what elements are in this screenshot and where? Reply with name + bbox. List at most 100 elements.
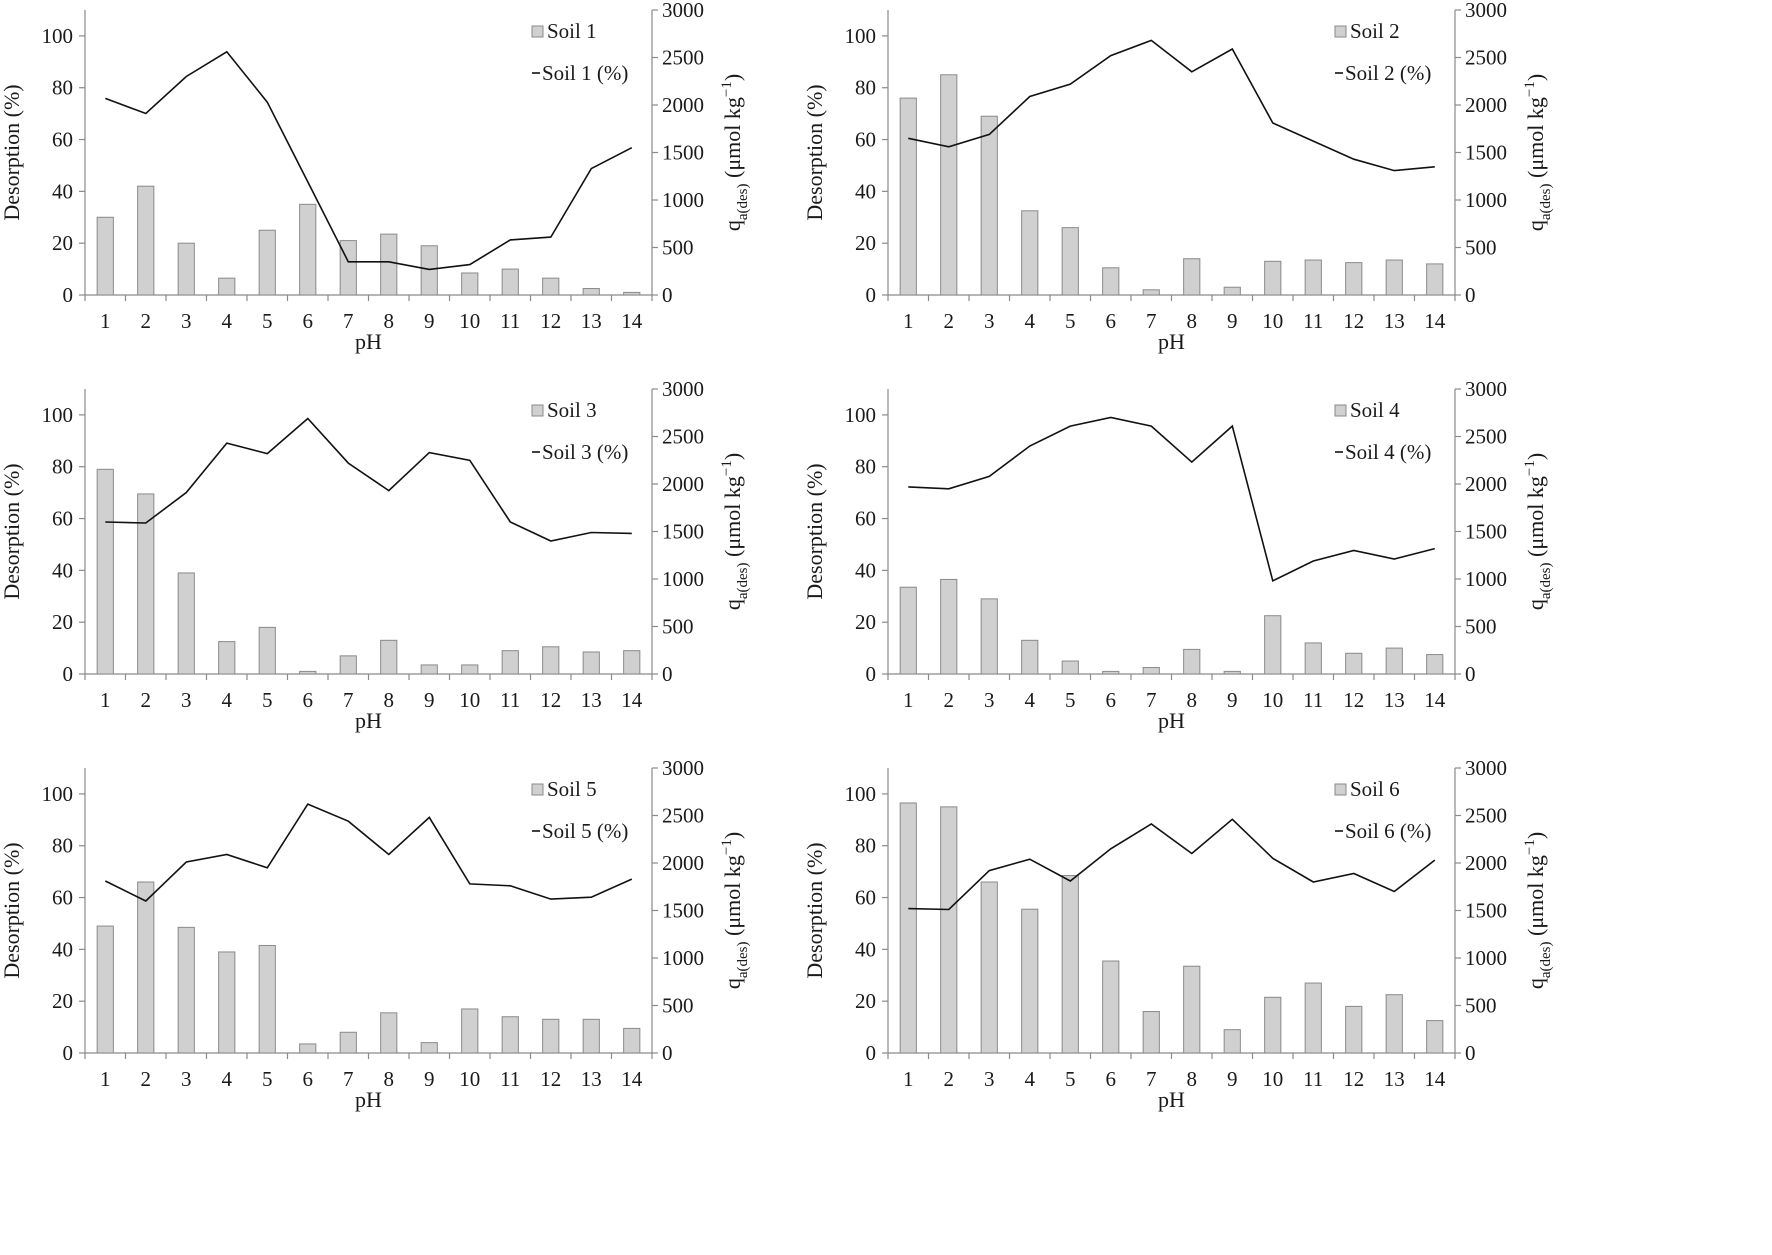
y-tick-label-left: 0 [63, 283, 74, 307]
x-tick-label: 5 [1065, 1067, 1076, 1091]
x-tick-label: 5 [1065, 309, 1076, 333]
x-tick-label: 11 [500, 309, 520, 333]
y-tick-label-right: 3000 [1465, 0, 1507, 22]
legend-line-label: Soil 6 (%) [1345, 819, 1431, 843]
x-tick-label: 2 [141, 1067, 152, 1091]
bar [137, 493, 155, 675]
y-axis-title-right: qa(des) (μmol kg−1) [719, 832, 751, 989]
bar [177, 572, 195, 675]
y-axis-title-right-sub: a(des) [1538, 563, 1554, 600]
bar [1426, 654, 1444, 675]
y-axis-title-right: qa(des) (μmol kg−1) [1522, 832, 1554, 989]
bar [137, 881, 155, 1054]
bar [1061, 227, 1079, 296]
x-tick-label: 7 [1146, 688, 1157, 712]
bar [1264, 996, 1282, 1054]
x-tick-label: 7 [343, 309, 354, 333]
y-tick-label-right: 0 [1465, 662, 1476, 686]
y-axis-title-right-unit: (μmol kg [1523, 97, 1548, 183]
y-tick-label-right: 0 [1465, 283, 1476, 307]
y-axis-title-right-sub: a(des) [1538, 184, 1554, 221]
y-tick-label-left: 40 [855, 179, 876, 203]
bar [218, 641, 236, 675]
x-tick-label: 6 [1106, 688, 1117, 712]
y-tick-label-right: 2500 [662, 804, 704, 828]
bar [218, 277, 236, 296]
bar [899, 97, 917, 296]
x-tick-label: 4 [1025, 309, 1036, 333]
bar [380, 233, 398, 296]
y-tick-label-left: 60 [52, 886, 73, 910]
bar [623, 291, 641, 296]
x-tick-label: 8 [384, 1067, 395, 1091]
bar [420, 1042, 438, 1054]
bar [1304, 982, 1322, 1054]
y-tick-label-right: 500 [662, 615, 694, 639]
bar [1183, 258, 1201, 296]
y-axis-title-right: qa(des) (μmol kg−1) [719, 74, 751, 231]
bar [542, 646, 560, 675]
bar [339, 1031, 357, 1054]
bar [623, 1027, 641, 1054]
y-tick-label-right: 3000 [1465, 756, 1507, 780]
legend-bar-swatch [531, 404, 544, 417]
x-tick-label: 9 [1227, 688, 1238, 712]
bar [218, 951, 236, 1054]
x-tick-label: 3 [181, 309, 192, 333]
x-axis-title: pH [355, 1087, 382, 1112]
x-tick-label: 14 [1424, 309, 1446, 333]
y-tick-label-left: 100 [845, 24, 877, 48]
y-axis-title-right: qa(des) (μmol kg−1) [1522, 74, 1554, 231]
legend-bar-swatch [531, 25, 544, 38]
x-axis-title: pH [1158, 1087, 1185, 1112]
legend-line-label: Soil 4 (%) [1345, 440, 1431, 464]
y-tick-label-left: 60 [52, 128, 73, 152]
bar [137, 185, 155, 296]
x-tick-label: 9 [424, 309, 435, 333]
x-tick-label: 4 [1025, 1067, 1036, 1091]
x-tick-label: 13 [1384, 688, 1405, 712]
x-tick-label: 11 [500, 688, 520, 712]
y-tick-label-left: 60 [855, 886, 876, 910]
y-tick-label-right: 2000 [1465, 472, 1507, 496]
bar [339, 655, 357, 675]
legend-bar-label: Soil 1 [547, 19, 597, 43]
y-axis-title-right-close: ) [720, 832, 745, 839]
y-tick-label-left: 100 [845, 403, 877, 427]
bar [501, 1016, 519, 1054]
x-tick-label: 4 [222, 309, 233, 333]
y-tick-label-left: 20 [855, 610, 876, 634]
bar [1223, 1029, 1241, 1054]
y-axis-title-left: Desorption (%) [802, 84, 827, 220]
x-tick-label: 12 [540, 309, 561, 333]
bar [299, 203, 317, 296]
x-tick-label: 14 [1424, 688, 1446, 712]
series-line [908, 818, 1436, 911]
y-axis-title-right-exp: −1 [1522, 460, 1538, 476]
y-axis-title-right-close: ) [1523, 74, 1548, 81]
y-axis-title-right-unit: (μmol kg [720, 476, 745, 562]
bar [1142, 289, 1160, 296]
legend-line-label: Soil 2 (%) [1345, 61, 1431, 85]
y-tick-label-right: 0 [662, 1041, 673, 1065]
bar [501, 650, 519, 675]
bar [940, 806, 958, 1054]
y-tick-label-left: 100 [845, 782, 877, 806]
x-tick-label: 7 [1146, 309, 1157, 333]
y-tick-label-left: 0 [866, 1041, 877, 1065]
y-tick-label-right: 3000 [662, 756, 704, 780]
y-tick-label-right: 500 [1465, 615, 1497, 639]
y-tick-label-right: 1000 [1465, 567, 1507, 591]
series-line [105, 417, 632, 542]
y-tick-label-right: 0 [662, 283, 673, 307]
y-tick-label-left: 60 [855, 128, 876, 152]
bar [1264, 615, 1282, 675]
y-tick-label-right: 3000 [1465, 377, 1507, 401]
y-tick-label-left: 40 [855, 558, 876, 582]
y-tick-label-left: 40 [52, 179, 73, 203]
y-tick-label-left: 20 [855, 989, 876, 1013]
